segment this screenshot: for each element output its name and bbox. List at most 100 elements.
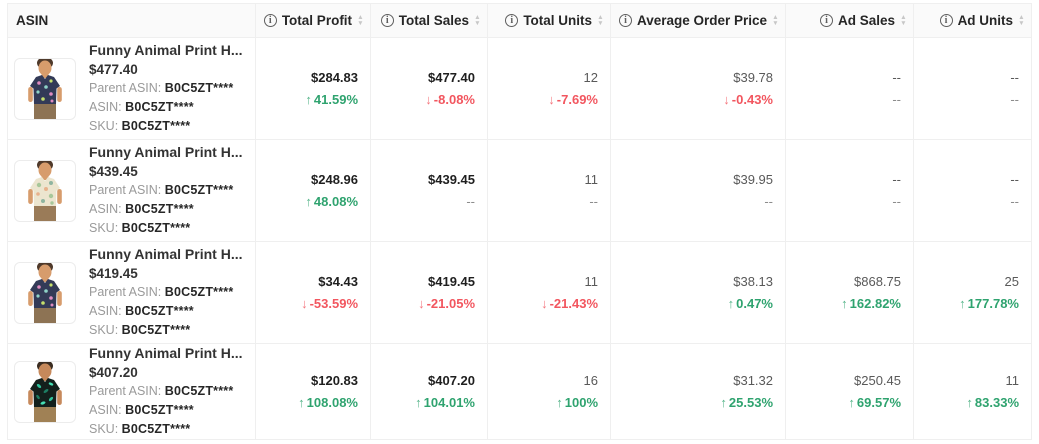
info-icon[interactable] [380,14,394,27]
product-image[interactable] [14,360,76,423]
cell-total-profit: $284.83 ↑ 41.59% [255,37,371,140]
product-image[interactable] [14,159,76,222]
metric-change: ↓ -8.08% [371,92,475,107]
table-header: ASIN Total Profit Total Sales [7,3,1032,38]
cell-total-units: 12 ↓ -7.69% [487,37,611,140]
change-text: -- [764,194,773,209]
metric-change: ↓ -53.59% [256,296,358,311]
cell-total-sales: $439.45 -- [370,139,488,242]
column-label: Total Sales [398,13,470,28]
metric-value: 25 [1004,274,1019,289]
trend-arrow-icon: ↑ [556,395,563,410]
column-header-ad-units[interactable]: Ad Units [913,3,1032,38]
cell-average-order-price: $39.78 ↓ -0.43% [610,37,786,140]
metric-value: -- [1010,172,1019,187]
asin-value: B0C5ZT**** [125,304,194,318]
trend-arrow-icon: ↑ [415,395,422,410]
column-label: Ad Units [957,13,1014,28]
metric-value: $39.78 [733,70,773,85]
metric-change: -- [488,194,598,209]
metric-change: ↑ 104.01% [371,395,475,410]
change-text: -- [466,194,475,209]
parent-asin-label: Parent ASIN: [89,183,162,197]
sort-icon[interactable] [597,15,604,25]
trend-arrow-icon: ↓ [548,92,555,107]
product-image[interactable] [14,57,76,120]
product-title[interactable]: Funny Animal Print H... [89,345,243,361]
change-text: 108.08% [306,395,358,410]
column-header-total-sales[interactable]: Total Sales [370,3,488,38]
parent-asin-label: Parent ASIN: [89,81,162,95]
cell-average-order-price: $39.95 -- [610,139,786,242]
metric-value: 11 [1005,373,1020,388]
info-icon[interactable] [263,14,277,27]
cell-total-units: 11 ↓ -21.43% [487,241,611,344]
shirt-model-illustration [28,58,62,119]
trend-arrow-icon: ↑ [966,395,973,410]
metric-change: ↑ 108.08% [256,395,358,410]
cell-ad-sales: -- -- [785,37,914,140]
change-text: 177.78% [967,296,1019,311]
metric-change: ↓ -21.05% [371,296,475,311]
table-row: Funny Animal Print H... $477.40 Parent A… [7,37,1032,140]
cell-ad-sales: $868.75 ↑ 162.82% [785,241,914,344]
product-title[interactable]: Funny Animal Print H... [89,246,243,262]
product-price: $407.20 [89,365,138,380]
product-title[interactable]: Funny Animal Print H... [89,144,243,160]
info-icon[interactable] [820,14,834,27]
cell-ad-units: 11 ↑ 83.33% [913,343,1032,440]
metric-value: $868.75 [854,274,901,289]
metric-change: ↓ -7.69% [488,92,598,107]
change-text: -- [1010,92,1019,107]
column-header-ad-sales[interactable]: Ad Sales [785,3,914,38]
cell-ad-units: -- -- [913,37,1032,140]
parent-asin-label: Parent ASIN: [89,285,162,299]
table-row: Funny Animal Print H... $407.20 Parent A… [7,343,1032,440]
change-text: 48.08% [313,194,358,209]
column-header-total-profit[interactable]: Total Profit [255,3,371,38]
trend-arrow-icon: ↑ [841,296,848,311]
sort-icon[interactable] [474,15,481,25]
asin-label: ASIN: [89,202,122,216]
sort-icon[interactable] [357,15,364,25]
cell-ad-sales: $250.45 ↑ 69.57% [785,343,914,440]
shirt-model-illustration [28,160,62,221]
info-icon[interactable] [939,14,953,27]
product-title[interactable]: Funny Animal Print H... [89,42,243,58]
metric-value: 16 [583,373,598,388]
trend-arrow-icon: ↓ [418,296,425,311]
product-image[interactable] [14,261,76,324]
change-text: -- [1010,194,1019,209]
metric-change: ↓ -0.43% [611,92,773,107]
metric-change: -- [786,92,901,107]
change-text: -- [892,92,901,107]
sku-label: SKU: [89,323,119,337]
change-text: -7.69% [556,92,598,107]
metric-value: $407.20 [428,373,475,388]
trend-arrow-icon: ↑ [720,395,727,410]
sort-icon[interactable] [900,15,907,25]
column-header-average-order-price[interactable]: Average Order Price [610,3,786,38]
cell-total-profit: $120.83 ↑ 108.08% [255,343,371,440]
parent-asin-value: B0C5ZT**** [164,81,234,95]
info-icon[interactable] [618,14,632,27]
cell-total-units: 11 -- [487,139,611,242]
metric-change: -- [914,194,1019,209]
info-icon[interactable] [505,14,519,27]
cell-total-units: 16 ↑ 100% [487,343,611,440]
product-price: $477.40 [89,62,138,77]
product-cell: Funny Animal Print H... $419.45 Parent A… [7,241,256,344]
metric-value: $477.40 [428,70,475,85]
change-text: 104.01% [423,395,475,410]
change-text: -53.59% [309,296,358,311]
cell-total-profit: $248.96 ↑ 48.08% [255,139,371,242]
sort-icon[interactable] [1018,15,1025,25]
metric-value: 11 [584,274,599,289]
cell-total-sales: $477.40 ↓ -8.08% [370,37,488,140]
change-text: -- [892,194,901,209]
sort-icon[interactable] [772,15,779,25]
asin-value: B0C5ZT**** [125,100,194,114]
column-header-total-units[interactable]: Total Units [487,3,611,38]
trend-arrow-icon: ↑ [848,395,855,410]
metric-value: 12 [583,70,598,85]
